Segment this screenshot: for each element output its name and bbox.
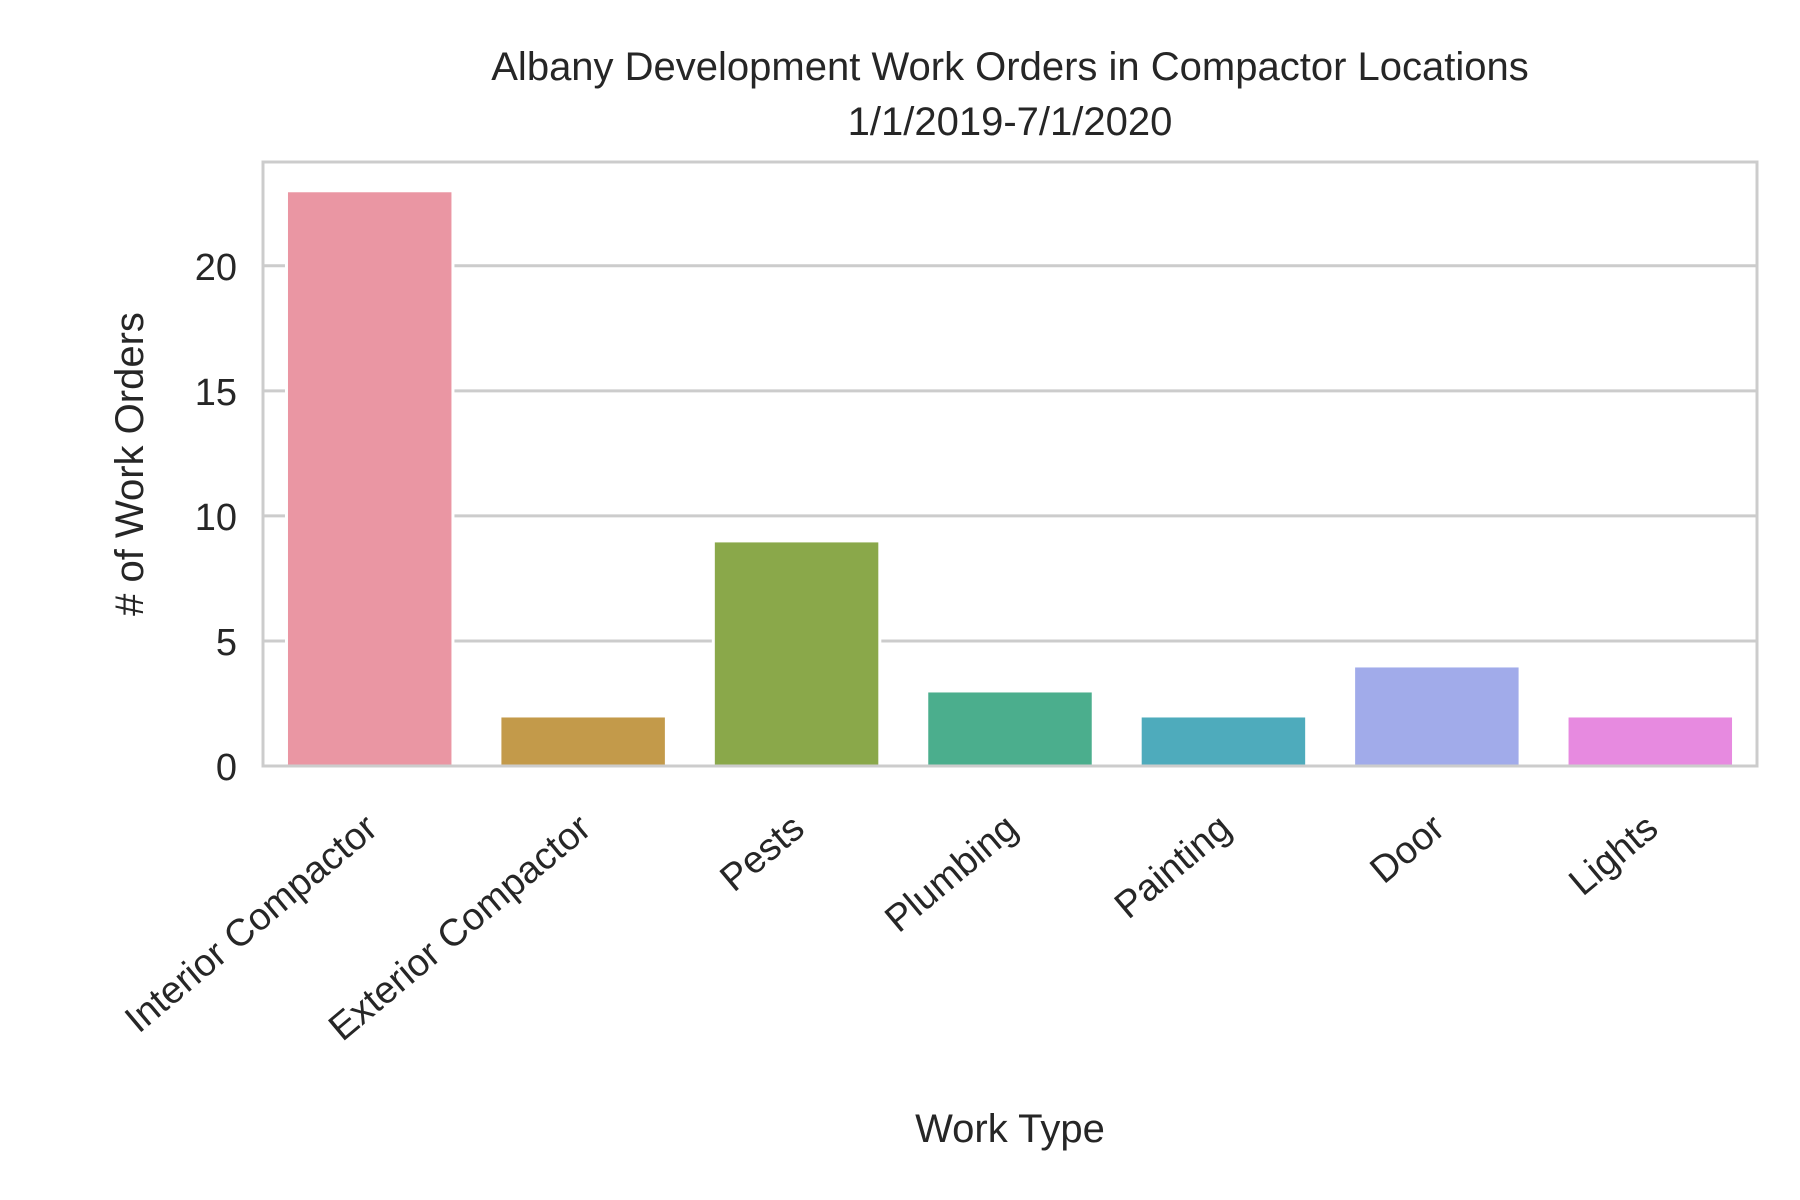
bar-pests [711,539,882,768]
chart-subtitle: 1/1/2019-7/1/2020 [848,100,1173,144]
x-tick-label: Door [1363,807,1453,892]
bar-door [1352,664,1522,768]
x-tick-label: Lights [1561,807,1666,904]
bar-interior-compactor [284,189,455,768]
y-tick-label: 0 [216,747,237,789]
plot-frame [261,160,1759,768]
y-axis-label: # of Work Orders [108,312,152,616]
y-tick-label: 15 [195,372,237,414]
y-tick-label: 20 [195,247,237,289]
bar-lights [1565,714,1736,768]
x-axis-label: Work Type [915,1107,1105,1151]
x-tick-label: Painting [1107,807,1239,927]
x-tick-label: Plumbing [877,807,1025,941]
x-tick-label: Pests [713,807,813,900]
bar-plumbing [925,689,1095,768]
bar-exterior-compactor [498,714,668,768]
y-tick-label: 5 [216,622,237,664]
gridlines [263,264,1757,643]
y-tick-label: 10 [195,497,237,539]
chart-title: Albany Development Work Orders in Compac… [491,45,1529,89]
bar-painting [1138,714,1309,768]
y-tick-labels: 0 5 10 15 20 [195,247,237,789]
bars [284,189,1736,768]
